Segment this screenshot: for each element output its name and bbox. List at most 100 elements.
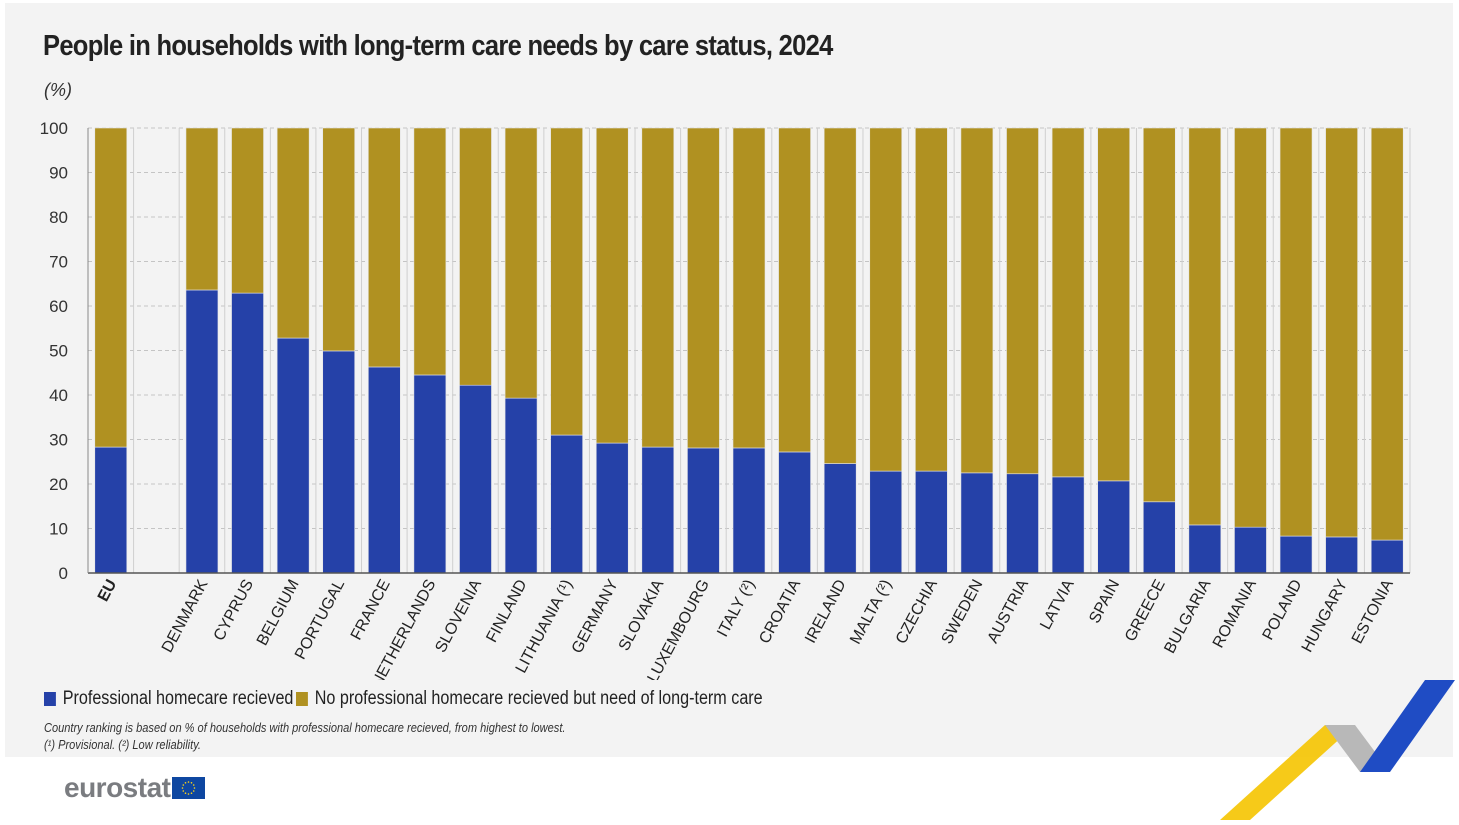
bar-segment-professional	[1234, 526, 1267, 574]
bar-segment-professional	[185, 289, 219, 574]
x-tick-label: HUNGARY	[1299, 577, 1352, 656]
y-tick-label: 80	[49, 208, 68, 227]
y-tick-label: 90	[49, 164, 68, 183]
x-tick-label: DENMARK	[159, 577, 212, 656]
legend-item-no-professional: No professional homecare recieved but ne…	[296, 688, 763, 710]
bar-segment-no-professional	[413, 127, 447, 376]
y-axis-unit: (%)	[44, 80, 72, 100]
bar-segment-no-professional	[368, 127, 401, 368]
x-tick-label: GERMANY	[569, 577, 622, 657]
bar-segment-no-professional	[1279, 127, 1313, 537]
bar-segment-professional	[687, 447, 720, 574]
bar-segment-no-professional	[1188, 127, 1222, 526]
x-tick-label: GREECE	[1122, 577, 1169, 645]
x-tick-label: BULGARIA	[1161, 577, 1214, 657]
x-tick-label: BELGIUM	[254, 577, 303, 649]
y-tick-label: 60	[49, 297, 68, 316]
bar-segment-professional	[94, 446, 128, 574]
y-tick-label: 0	[59, 564, 68, 583]
stacked-bar-chart: 0 10 20 30 40 50 60 70 80 90 100 EU DENMARK CYPRUSBEL…	[40, 119, 1411, 680]
bar-segment-professional	[276, 337, 310, 574]
bar-segment-no-professional	[231, 127, 264, 294]
bar-segment-professional	[1097, 480, 1130, 574]
bar-segment-no-professional	[1370, 127, 1404, 541]
x-tick-label: EU	[95, 577, 120, 605]
x-tick-label: AUSTRIA	[984, 577, 1032, 646]
bar-segment-professional	[778, 451, 811, 574]
bar-segment-no-professional	[960, 127, 994, 474]
bar-segment-no-professional	[1051, 127, 1085, 478]
bar-segment-professional	[322, 350, 356, 574]
x-tick-label: PORTUGAL	[292, 577, 348, 663]
bar-segment-professional	[823, 463, 857, 574]
y-tick-label: 40	[49, 386, 68, 405]
bar-segment-no-professional	[869, 127, 903, 472]
y-tick-label: 10	[49, 520, 68, 539]
bar-segment-no-professional	[1006, 127, 1039, 475]
bar-segment-professional	[1279, 535, 1313, 574]
legend-label: Professional homecare recieved	[62, 688, 294, 709]
bar-segment-no-professional	[595, 127, 629, 444]
bar-segment-professional	[1188, 524, 1222, 574]
bar-segment-professional	[413, 374, 447, 574]
legend-swatch-gold	[296, 692, 308, 706]
bar-segment-no-professional	[504, 127, 538, 399]
x-tick-label: SLOVENIA	[432, 577, 485, 656]
x-tick-label: POLAND	[1260, 577, 1306, 643]
x-tick-label: ITALY (²)	[714, 577, 758, 640]
bar-segment-professional	[368, 366, 401, 574]
bar-segment-no-professional	[778, 127, 811, 453]
x-tick-label: ESTONIA	[1349, 577, 1397, 647]
legend-item-professional: Professional homecare recieved	[44, 688, 293, 710]
bar-segment-professional	[504, 397, 538, 574]
bar-segment-no-professional	[459, 127, 492, 386]
legend-label: No professional homecare recieved but ne…	[314, 688, 763, 709]
bar-segment-professional	[732, 447, 766, 574]
bar-segment-professional	[960, 472, 994, 574]
eu-flag-icon	[172, 777, 206, 799]
x-tick-label: MALTA (²)	[847, 577, 895, 647]
bar-segment-no-professional	[641, 127, 675, 448]
footnote-ranking: Country ranking is based on % of househo…	[44, 720, 566, 735]
y-tick-label: 30	[49, 431, 68, 450]
bar-segment-professional	[915, 470, 948, 574]
x-tick-label: FRANCE	[348, 577, 394, 643]
bar-segment-no-professional	[823, 127, 857, 464]
x-tick-label: CYPRUS	[211, 577, 257, 644]
bar-segment-professional	[1142, 501, 1176, 574]
footnote-flags: (¹) Provisional. (²) Low reliability.	[44, 737, 201, 752]
x-tick-label: ROMANIA	[1210, 577, 1260, 651]
bar-segment-professional	[1370, 539, 1404, 574]
bar-segment-no-professional	[276, 127, 310, 339]
bar-segment-no-professional	[185, 127, 219, 291]
decorative-chevron-graphic	[1220, 680, 1455, 820]
bar-segment-no-professional	[94, 127, 128, 448]
x-tick-label: CZECHIA	[893, 577, 941, 647]
x-tick-label: IRELAND	[802, 577, 850, 646]
bar-segment-professional	[1325, 536, 1358, 574]
y-tick-label: 50	[49, 342, 68, 361]
x-tick-label: SPAIN	[1086, 577, 1123, 626]
bar-segment-no-professional	[687, 127, 720, 449]
x-tick-label: CROATIA	[756, 577, 804, 647]
bar-segment-professional	[869, 470, 903, 574]
bar-segment-professional	[641, 446, 675, 574]
y-tick-label: 70	[49, 253, 68, 272]
x-tick-label: SLOVAKIA	[616, 577, 668, 654]
bar-segment-no-professional	[915, 127, 948, 472]
bar-segment-professional	[595, 442, 629, 574]
bar-segment-professional	[459, 384, 492, 574]
logo-text: eurostat	[64, 772, 171, 803]
chart-title: People in households with long-term care…	[43, 30, 833, 62]
y-tick-label: 20	[49, 475, 68, 494]
bar-segment-no-professional	[732, 127, 766, 449]
bar-segment-professional	[550, 434, 583, 574]
bar-segment-no-professional	[1325, 127, 1358, 538]
y-tick-label: 100	[40, 119, 68, 138]
x-tick-label: FINLAND	[483, 577, 530, 645]
bar-segment-no-professional	[1097, 127, 1130, 482]
eurostat-logo: eurostat	[64, 772, 206, 804]
bar-segment-professional	[1051, 476, 1085, 574]
bar-segment-professional	[231, 292, 264, 574]
bar-segment-no-professional	[322, 127, 356, 352]
